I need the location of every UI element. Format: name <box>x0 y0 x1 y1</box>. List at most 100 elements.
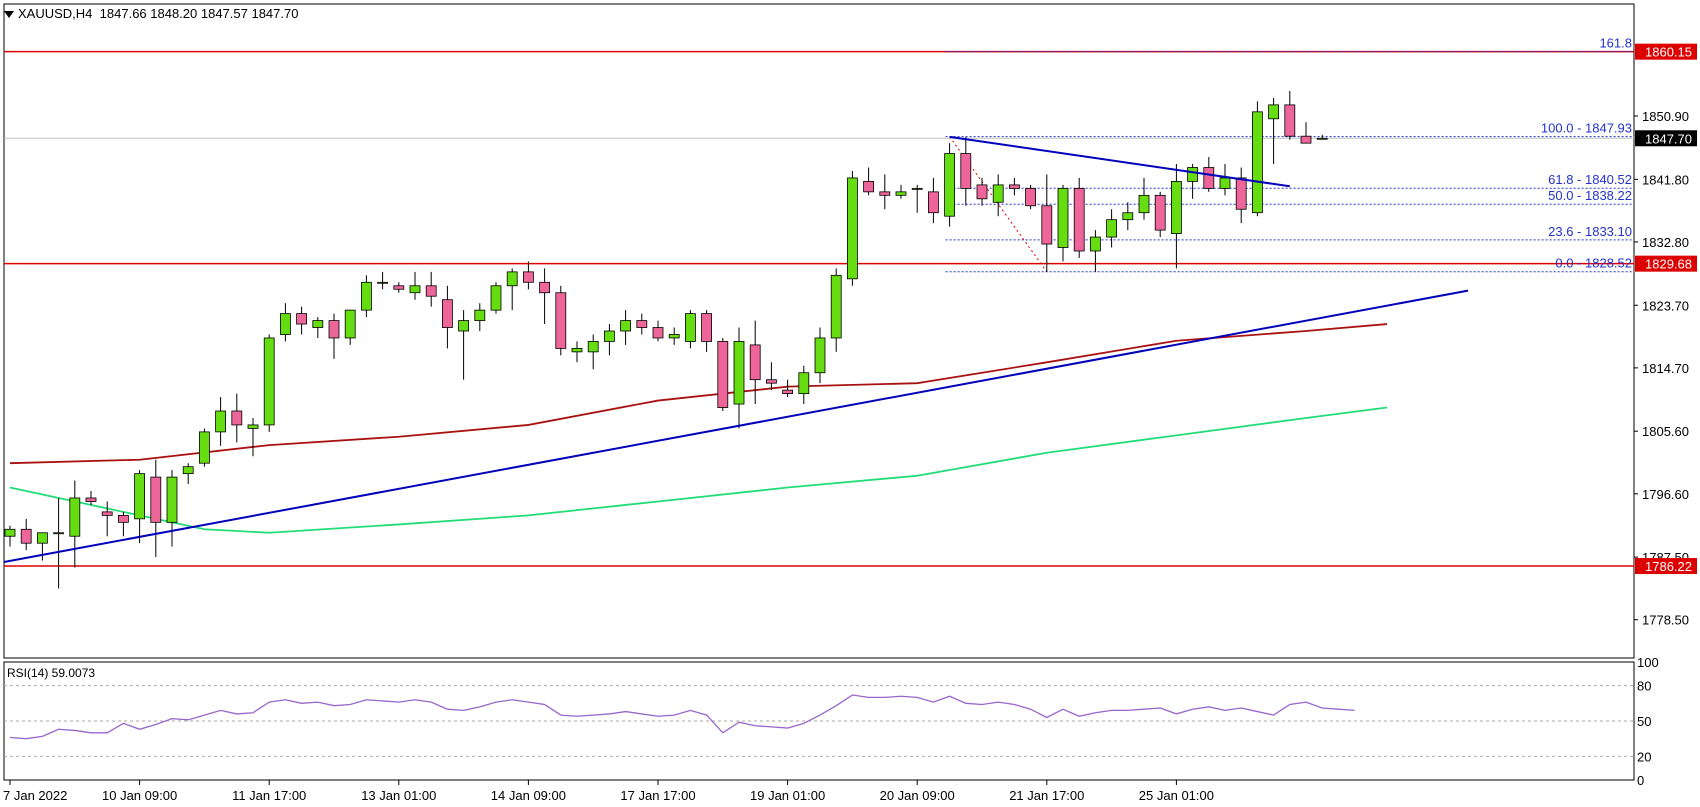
candle-bullish <box>1138 194 1150 214</box>
candle-bullish <box>182 466 194 475</box>
candle-bullish <box>1252 111 1263 214</box>
candle-bearish <box>296 313 308 325</box>
ascending-trendline <box>3 289 1469 563</box>
rsi-tick-label: 50 <box>1637 714 1651 729</box>
candle-bearish <box>636 320 648 328</box>
candle-bearish <box>523 271 534 283</box>
candle-bullish <box>344 309 356 339</box>
descending-trendline <box>949 135 1290 188</box>
candle-bearish <box>1235 177 1247 210</box>
candle-bullish <box>587 341 599 353</box>
candle-bullish <box>198 431 210 464</box>
candle-bullish <box>685 313 696 342</box>
candle-bullish <box>604 330 615 342</box>
rsi-tick-label: 0 <box>1637 773 1644 788</box>
price-tick-label: 1805.60 <box>1642 424 1689 439</box>
candle-bearish <box>539 281 550 294</box>
fib-level-label: 0.0 - 1828.52 <box>1555 256 1632 271</box>
symbol-label: XAUUSD,H4 <box>18 6 93 21</box>
candle-bearish <box>879 191 891 196</box>
candle-bullish <box>312 320 324 328</box>
price-tick-label: 1823.70 <box>1642 298 1689 313</box>
candle-bearish <box>782 389 793 395</box>
candle-bearish <box>749 344 761 381</box>
ohlc-readout: 1847.66 1848.20 1847.57 1847.70 <box>99 6 299 21</box>
time-tick-label: 20 Jan 09:00 <box>880 788 955 803</box>
candle-bullish <box>1316 137 1328 140</box>
current-price-tag <box>1635 130 1697 147</box>
candle-bullish <box>847 177 858 280</box>
candle-bullish <box>798 372 810 395</box>
candle-bullish <box>571 347 583 353</box>
candle-bullish <box>620 320 631 332</box>
candle-bearish <box>118 514 129 523</box>
candle-bullish <box>733 341 745 405</box>
candle-bullish <box>263 337 275 426</box>
candle-bullish <box>215 410 227 433</box>
price-tick-label: 1814.70 <box>1642 361 1689 376</box>
candle-bullish <box>37 532 48 544</box>
candle-bullish <box>134 473 146 520</box>
candle-bearish <box>20 528 32 544</box>
candle-bearish <box>1203 167 1215 189</box>
candle-bullish <box>1106 219 1117 238</box>
candle-bullish <box>458 320 470 332</box>
time-tick-label: 11 Jan 17:00 <box>232 788 306 803</box>
candle-bearish <box>150 476 162 523</box>
chart-header: XAUUSD,H4 1847.66 1848.20 1847.57 1847.7… <box>4 6 298 21</box>
time-tick-label: 14 Jan 09:00 <box>491 788 566 803</box>
candle-bullish <box>166 476 178 523</box>
candle-bullish <box>69 497 81 537</box>
fib-level-label: 100.0 - 1847.93 <box>1541 121 1632 136</box>
candle-bullish <box>247 424 259 429</box>
candle-bearish <box>928 191 939 214</box>
level-price-tag-label: 1829.68 <box>1645 257 1692 272</box>
candle-bullish <box>1268 104 1279 120</box>
dropdown-triangle-icon[interactable] <box>4 11 14 19</box>
candle-bullish <box>4 528 16 537</box>
time-tick-label: 19 Jan 01:00 <box>750 788 825 803</box>
candle-bearish <box>1041 205 1053 245</box>
candle-bullish <box>1090 236 1101 252</box>
price-tick-label: 1850.90 <box>1642 109 1689 124</box>
level-price-tag-label: 1860.15 <box>1645 45 1692 60</box>
candle-bearish <box>701 313 712 342</box>
price-tick-label: 1832.80 <box>1642 235 1689 250</box>
candle-bullish <box>830 274 842 339</box>
candle-bullish <box>1171 181 1182 234</box>
level-price-tag <box>1635 558 1697 575</box>
candle-bearish <box>717 341 729 408</box>
candle-bullish <box>409 285 421 294</box>
rsi-tick-label: 20 <box>1637 749 1651 764</box>
candle-bearish <box>393 285 405 290</box>
candle-bearish <box>1073 187 1085 252</box>
candle-bullish <box>895 191 907 196</box>
candle-bearish <box>328 320 340 339</box>
time-tick-label: 21 Jan 17:00 <box>1009 788 1084 803</box>
time-tick-label: 7 Jan 2022 <box>3 788 67 803</box>
candle-bearish <box>766 379 777 384</box>
candle-bearish <box>85 497 97 502</box>
time-tick-label: 25 Jan 01:00 <box>1139 788 1214 803</box>
rsi-panel-frame <box>3 661 1635 781</box>
candle-bearish <box>555 292 567 349</box>
candle-bearish <box>863 181 874 193</box>
price-tick-label: 1778.50 <box>1642 613 1689 628</box>
main-panel-frame <box>3 3 1635 659</box>
candle-bullish <box>911 187 923 190</box>
candle-bearish <box>101 511 113 516</box>
price-tick-label: 1841.80 <box>1642 172 1689 187</box>
candle-bullish <box>377 281 389 284</box>
candle-bullish <box>474 309 486 321</box>
candle-bearish <box>441 299 453 328</box>
candle-bearish <box>1154 194 1166 231</box>
price-tick-label: 1796.60 <box>1642 487 1689 502</box>
fib-level-label: 161.8 <box>1599 36 1632 51</box>
candle-bullish <box>1122 212 1134 221</box>
candle-bearish <box>652 327 664 339</box>
level-price-tag <box>1635 255 1697 272</box>
candle-bullish <box>506 271 518 287</box>
level-price-tag <box>1635 43 1697 60</box>
fib-level-label: 50.0 - 1838.22 <box>1548 188 1632 203</box>
